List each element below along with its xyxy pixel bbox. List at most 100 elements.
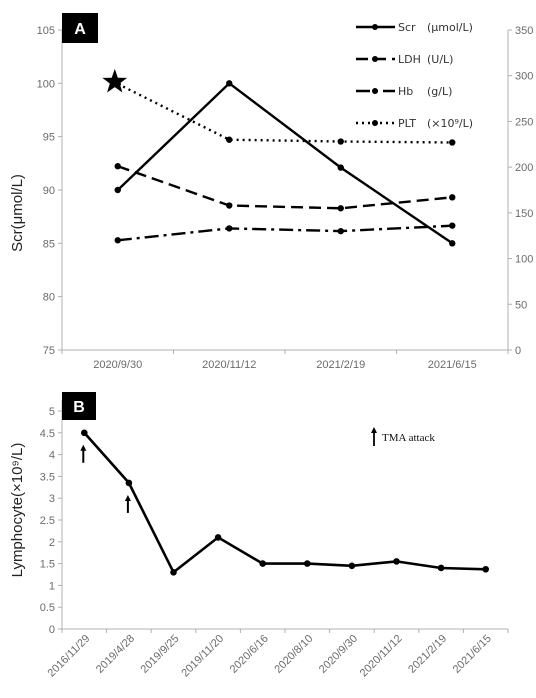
legend-plt-marker [372, 120, 378, 126]
legend-hb-marker [372, 88, 378, 94]
series-ldh-point [226, 202, 233, 209]
star-marker [102, 68, 128, 93]
panel-a-y-tick-label: 80 [43, 292, 55, 304]
series-plt-point [337, 138, 344, 145]
series-lymphocyte-point [214, 534, 222, 541]
series-ldh-point [337, 205, 344, 212]
panel-b-annotations: TMA attack [80, 427, 435, 513]
series-hb-point [449, 222, 456, 229]
panel-a-y2-tick-label: 150 [515, 208, 533, 220]
series-lymphocyte-point [81, 429, 88, 437]
panel-a-y-axis-title: Scr(μmol/L) [9, 174, 26, 252]
panel-a-y-tick-label: 75 [43, 345, 55, 357]
panel-b-chart: 0 0.5 1 1.5 2 2.5 3 3.5 4 4.5 5 2016/11/29 2019/4/28… [9, 392, 509, 680]
panel-b-y-tick-label: 2 [49, 537, 55, 549]
panel-b-x-tick-label: 2020/9/30 [317, 633, 360, 676]
panel-b-y-axis-title: Lymphocyte(×10⁹/L) [9, 443, 26, 578]
series-hb-line [117, 224, 453, 242]
panel-b-y-tick-label: 2.5 [40, 515, 55, 527]
series-hb-point [114, 237, 121, 244]
panel-b-axes [61, 400, 508, 630]
legend-tma-attack-label: TMA attack [382, 432, 435, 444]
legend-hb-label: Hb [398, 85, 413, 98]
legend-arrow-head [371, 427, 377, 433]
panel-b-x-tick-label: 2021/2/19 [406, 633, 449, 676]
panel-b-label: B [73, 399, 85, 416]
panel-a-y2-tick-label: 300 [515, 71, 533, 83]
panel-b-x-tick-label: 2020/6/16 [228, 633, 271, 676]
series-hb-point [226, 225, 233, 232]
panel-b-y-tick-label: 4 [49, 450, 55, 462]
panel-b-x-tick-label: 2016/11/29 [46, 633, 93, 680]
panel-a-label: A [74, 21, 86, 38]
panel-a-x-tick-label: 2020/9/30 [93, 359, 142, 371]
panel-a-y-tick-label: 100 [37, 78, 55, 90]
panel-b-y-tick-label: 3 [49, 493, 55, 505]
panel-a-x-tick-label: 2020/11/12 [202, 359, 256, 371]
panel-a-y2-tick-label: 0 [515, 345, 521, 357]
panel-a-x-tick-label: 2021/6/15 [428, 359, 477, 371]
tma-arrow-head [80, 444, 87, 451]
series-lymphocyte-point [393, 558, 400, 565]
panel-a-y2-tick-label: 50 [515, 299, 527, 311]
series-lymphocyte-line [83, 431, 486, 575]
panel-a-y2-tick-label: 250 [515, 116, 533, 128]
series-scr-point [114, 186, 121, 194]
series-scr-point [226, 80, 233, 87]
panel-b-x-tick-label: 2019/11/20 [179, 633, 226, 680]
panel-b-x-tick-label: 2020/8/10 [272, 633, 315, 676]
series-scr-point [337, 164, 344, 171]
panel-b-x-tick-label: 2019/4/28 [94, 633, 137, 676]
panel-b-x-tick-label: 2019/9/25 [139, 633, 182, 676]
panel-b-series [81, 429, 490, 576]
series-lymphocyte-point [259, 560, 267, 567]
series-lymphocyte-point [170, 569, 177, 576]
series-lymphocyte-point [482, 565, 490, 573]
panel-a-ticks: 75 80 85 90 95 100 105 0 50 100 150 200 250 300 350 202… [37, 25, 534, 371]
series-lymphocyte-point [304, 560, 311, 567]
panel-a-y2-tick-label: 200 [515, 162, 533, 174]
panel-a-legend: Scr (μmol/L) LDH (U/L) Hb (g/L) PLT (×10⁹/L) [356, 21, 473, 130]
series-plt-point [449, 139, 456, 146]
panel-b-x-tick-label: 2021/6/15 [451, 633, 494, 676]
series-lymphocyte-point [437, 564, 445, 572]
panel-b-y-tick-label: 4.5 [40, 428, 55, 440]
panel-a-y-tick-label: 95 [43, 132, 55, 144]
panel-b-y-tick-label: 1 [49, 580, 55, 592]
legend-ldh-unit: (U/L) [427, 53, 453, 66]
legend-scr-unit: (μmol/L) [427, 21, 473, 34]
series-plt-point [226, 136, 233, 143]
legend-scr-label: Scr [398, 21, 416, 34]
panel-b-y-tick-label: 3.5 [40, 471, 55, 483]
panel-b-label-box [62, 392, 96, 420]
panel-b-x-tick-label: 2020/11/12 [358, 633, 405, 680]
panel-a-x-tick-label: 2021/2/19 [316, 359, 365, 371]
panel-b-y-tick-label: 1.5 [40, 559, 55, 571]
panel-a-chart: 75 80 85 90 95 100 105 0 50 100 150 200 250 300 350 202… [9, 13, 533, 371]
panel-a-label-box [62, 13, 98, 43]
panel-a-y2-tick-label: 100 [515, 254, 533, 266]
panel-a-y2-tick-label: 350 [515, 25, 533, 37]
legend-ldh-marker [372, 56, 378, 62]
series-scr-point [449, 240, 456, 247]
series-lymphocyte-point [348, 562, 356, 570]
series-ldh-point [114, 163, 121, 170]
series-hb-point [337, 227, 344, 235]
series-lymphocyte-point [125, 479, 133, 487]
panel-a-axes [61, 30, 509, 351]
legend-plt-label: PLT [398, 117, 416, 130]
panel-b-ticks: 0 0.5 1 1.5 2 2.5 3 3.5 4 4.5 5 2016/11/29 2019/4/28… [40, 406, 509, 680]
series-scr-line [116, 81, 453, 245]
panel-a-y-tick-label: 90 [43, 185, 55, 197]
legend-hb-unit: (g/L) [427, 85, 452, 98]
series-ldh-point [449, 194, 456, 201]
panel-a-series [102, 68, 456, 247]
legend-scr-marker [372, 24, 378, 30]
legend-plt-unit: (×10⁹/L) [427, 117, 473, 130]
series-plt-line [117, 82, 453, 144]
panel-a-y-tick-label: 85 [43, 238, 55, 250]
panel-b-y-tick-label: 5 [49, 406, 55, 418]
panel-a-y-tick-label: 105 [37, 25, 55, 37]
panel-b-y-tick-label: 0.5 [40, 602, 55, 614]
